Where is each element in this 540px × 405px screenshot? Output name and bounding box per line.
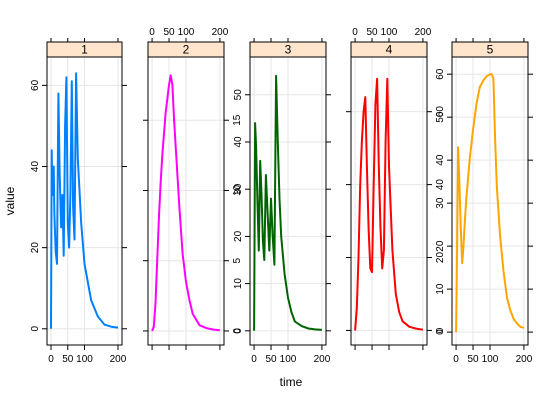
x-tick-label: 50 xyxy=(467,354,479,365)
panel-strip-label: 5 xyxy=(487,43,494,57)
series-line-3 xyxy=(253,74,322,331)
panel-strip-label: 4 xyxy=(386,43,393,57)
y-tick-label: 40 xyxy=(233,136,244,148)
y-tick-label: 40 xyxy=(435,154,446,166)
x-tick-label: 0 xyxy=(352,27,358,38)
y-tick-label: 60 xyxy=(435,106,446,118)
y-tick-label: 0 xyxy=(435,327,446,333)
y-tick-label: 20 xyxy=(435,240,446,252)
x-tick-label: 0 xyxy=(48,354,54,365)
x-tick-label: 100 xyxy=(76,354,93,365)
series-line-1 xyxy=(50,72,119,329)
x-tick-label: 50 xyxy=(62,354,74,365)
y-axis-label: value xyxy=(3,186,17,215)
panel-strip-label: 2 xyxy=(183,43,190,57)
x-tick-label: 200 xyxy=(212,27,229,38)
y-tick-label: 0 xyxy=(232,328,243,334)
y-tick-label: 60 xyxy=(435,68,446,80)
y-tick-label: 40 xyxy=(30,161,41,173)
series-line-2 xyxy=(151,74,221,332)
x-tick-label: 0 xyxy=(453,354,459,365)
x-tick-label: 200 xyxy=(314,354,331,365)
x-axis-label: time xyxy=(280,375,303,389)
x-tick-label: 50 xyxy=(265,354,277,365)
y-tick-label: 20 xyxy=(30,242,41,254)
y-tick-label: 0 xyxy=(30,326,41,332)
y-tick-label: 50 xyxy=(435,111,446,123)
series-line-5 xyxy=(455,73,525,333)
x-tick-label: 200 xyxy=(415,27,432,38)
y-tick-label: 30 xyxy=(233,183,244,195)
panel-strip-label: 3 xyxy=(285,43,292,57)
y-tick-label: 40 xyxy=(435,179,446,191)
y-tick-label: 50 xyxy=(233,89,244,101)
y-tick-label: 20 xyxy=(233,230,244,242)
series-line-4 xyxy=(354,77,424,331)
x-tick-label: 0 xyxy=(251,354,257,365)
panel-strip-label: 1 xyxy=(81,43,88,57)
x-tick-label: 200 xyxy=(516,354,533,365)
x-tick-label: 50 xyxy=(163,27,175,38)
x-tick-label: 100 xyxy=(178,27,195,38)
y-tick-label: 0 xyxy=(435,329,446,335)
x-tick-label: 200 xyxy=(110,354,127,365)
x-tick-label: 100 xyxy=(381,27,398,38)
y-tick-label: 10 xyxy=(232,184,243,196)
y-tick-label: 10 xyxy=(435,283,446,295)
y-tick-label: 30 xyxy=(435,197,446,209)
y-tick-label: 0 xyxy=(233,328,244,334)
y-tick-label: 10 xyxy=(233,278,244,290)
x-tick-label: 100 xyxy=(482,354,499,365)
y-tick-label: 60 xyxy=(30,79,41,91)
x-tick-label: 0 xyxy=(149,27,155,38)
x-tick-label: 100 xyxy=(280,354,297,365)
y-tick-label: 20 xyxy=(435,252,446,264)
panel-1: 1 0 50 100 200 0 20 40 60 xyxy=(30,38,127,365)
y-tick-label: 15 xyxy=(232,114,243,126)
x-tick-label: 50 xyxy=(366,27,378,38)
y-tick-label: 5 xyxy=(232,257,243,263)
